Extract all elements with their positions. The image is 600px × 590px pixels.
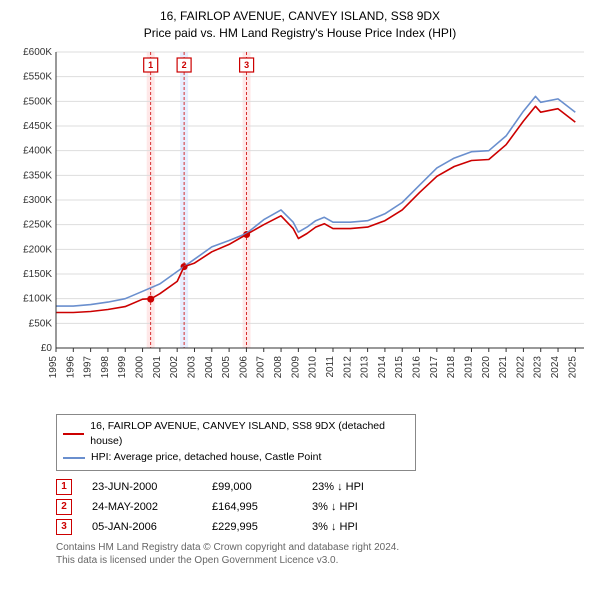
sale-price: £99,000 xyxy=(212,481,292,493)
sale-hpi: 3% ↓ HPI xyxy=(312,501,392,513)
sale-row: 1 23-JUN-2000 £99,000 23% ↓ HPI xyxy=(56,479,588,495)
xtick-label: 2023 xyxy=(533,355,544,378)
xtick-label: 2005 xyxy=(221,355,232,378)
sale-badge: 1 xyxy=(56,479,72,495)
sale-date: 23-JUN-2000 xyxy=(92,481,192,493)
chart-container: 16, FAIRLOP AVENUE, CANVEY ISLAND, SS8 9… xyxy=(0,0,600,590)
sale-badge: 3 xyxy=(56,519,72,535)
ytick-label: £350K xyxy=(23,170,52,181)
xtick-label: 2025 xyxy=(567,355,578,378)
sale-hpi: 3% ↓ HPI xyxy=(312,521,392,533)
xtick-label: 1997 xyxy=(83,355,94,378)
ytick-label: £0 xyxy=(41,343,53,354)
sale-price: £229,995 xyxy=(212,521,292,533)
sale-marker-num: 1 xyxy=(148,60,153,70)
footnote: Contains HM Land Registry data © Crown c… xyxy=(56,541,588,567)
titles: 16, FAIRLOP AVENUE, CANVEY ISLAND, SS8 9… xyxy=(12,8,588,42)
legend-swatch xyxy=(63,433,84,435)
title-sub: Price paid vs. HM Land Registry's House … xyxy=(12,25,588,42)
sales-table: 1 23-JUN-2000 £99,000 23% ↓ HPI 2 24-MAY-2002… xyxy=(56,479,588,535)
legend-row: 16, FAIRLOP AVENUE, CANVEY ISLAND, SS8 9… xyxy=(63,419,409,451)
chart-svg: £0 £50K £100K £150K £200K £250K £300K £350K £400… xyxy=(12,48,588,408)
footnote-line1: Contains HM Land Registry data © Crown c… xyxy=(56,541,588,554)
ytick-label: £50K xyxy=(29,318,53,329)
sale-row: 2 24-MAY-2002 £164,995 3% ↓ HPI xyxy=(56,499,588,515)
legend-swatch xyxy=(63,457,85,459)
xtick-label: 2002 xyxy=(169,355,180,378)
xtick-label: 1996 xyxy=(65,355,76,378)
xtick-label: 2020 xyxy=(481,355,492,378)
xtick-label: 2022 xyxy=(515,355,526,378)
xtick-label: 2019 xyxy=(463,355,474,378)
xtick-label: 1995 xyxy=(48,355,59,378)
xtick-label: 2003 xyxy=(186,355,197,378)
xtick-label: 2009 xyxy=(290,355,301,378)
ytick-label: £400K xyxy=(23,145,52,156)
legend-label: HPI: Average price, detached house, Cast… xyxy=(91,450,321,466)
xtick-label: 2011 xyxy=(325,355,336,377)
xtick-label: 2007 xyxy=(256,355,267,378)
sale-date: 24-MAY-2002 xyxy=(92,501,192,513)
xtick-label: 2006 xyxy=(238,355,249,378)
chart-area: £0 £50K £100K £150K £200K £250K £300K £350K £400… xyxy=(12,48,588,408)
sale-marker-num: 3 xyxy=(244,60,249,70)
sale-badge: 2 xyxy=(56,499,72,515)
ytick-label: £500K xyxy=(23,96,52,107)
title-main: 16, FAIRLOP AVENUE, CANVEY ISLAND, SS8 9… xyxy=(12,8,588,25)
ytick-label: £300K xyxy=(23,195,52,206)
sale-hpi: 23% ↓ HPI xyxy=(312,481,392,493)
xtick-label: 2016 xyxy=(412,355,423,378)
xtick-label: 2021 xyxy=(498,355,509,378)
sale-date: 05-JAN-2006 xyxy=(92,521,192,533)
legend-box: 16, FAIRLOP AVENUE, CANVEY ISLAND, SS8 9… xyxy=(56,414,416,471)
legend-row: HPI: Average price, detached house, Cast… xyxy=(63,450,409,466)
xtick-label: 2017 xyxy=(429,355,440,378)
xtick-label: 2013 xyxy=(360,355,371,378)
ytick-label: £550K xyxy=(23,71,52,82)
xtick-label: 1999 xyxy=(117,355,128,378)
xtick-label: 2000 xyxy=(135,355,146,378)
xtick-label: 1998 xyxy=(100,355,111,378)
xtick-label: 2008 xyxy=(273,355,284,378)
xtick-label: 2024 xyxy=(550,355,561,378)
ytick-label: £200K xyxy=(23,244,52,255)
xtick-label: 2015 xyxy=(394,355,405,378)
ytick-label: £600K xyxy=(23,48,52,58)
ytick-label: £250K xyxy=(23,219,52,230)
xtick-label: 2018 xyxy=(446,355,457,378)
ytick-label: £450K xyxy=(23,121,52,132)
sale-marker-num: 2 xyxy=(182,60,187,70)
sale-price: £164,995 xyxy=(212,501,292,513)
sale-row: 3 05-JAN-2006 £229,995 3% ↓ HPI xyxy=(56,519,588,535)
xtick-label: 2012 xyxy=(342,355,353,378)
xtick-label: 2014 xyxy=(377,355,388,378)
ytick-label: £100K xyxy=(23,293,52,304)
xtick-label: 2010 xyxy=(308,355,319,378)
xtick-label: 2001 xyxy=(152,355,163,378)
legend-label: 16, FAIRLOP AVENUE, CANVEY ISLAND, SS8 9… xyxy=(90,419,409,451)
xtick-label: 2004 xyxy=(204,355,215,378)
ytick-label: £150K xyxy=(23,269,52,280)
footnote-line2: This data is licensed under the Open Gov… xyxy=(56,554,588,567)
